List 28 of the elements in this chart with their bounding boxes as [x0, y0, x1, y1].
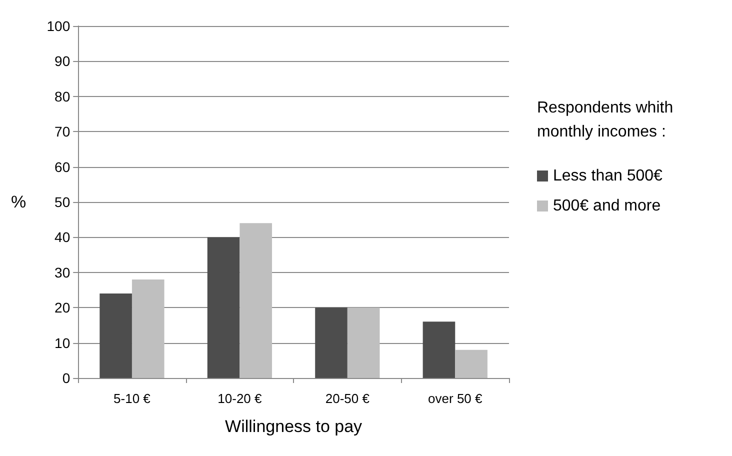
legend-label: 500€ and more [553, 198, 661, 214]
bar [455, 350, 488, 378]
y-tick-label: 30 [54, 264, 70, 280]
x-tick-label: 20-50 € [325, 391, 370, 406]
x-tick-label: 5-10 € [114, 391, 152, 406]
bar [315, 308, 348, 378]
bar [100, 294, 132, 378]
y-tick-label: 100 [46, 18, 70, 34]
bar [422, 322, 456, 378]
x-axis-title: Willingness to pay [225, 417, 363, 436]
bar [240, 223, 272, 378]
bar [347, 308, 380, 378]
y-tick-label: 80 [54, 88, 70, 104]
y-tick-label: 0 [62, 370, 70, 386]
bar [207, 237, 240, 378]
bar [132, 279, 164, 378]
y-tick-label: 70 [54, 124, 70, 140]
x-tick-label: over 50 € [428, 391, 484, 406]
y-tick-label: 60 [54, 158, 70, 175]
y-tick-label: 90 [54, 53, 70, 70]
y-tick-label: 50 [54, 194, 70, 210]
x-tick-label: 10-20 € [218, 391, 263, 406]
y-axis-title: % [10, 192, 26, 212]
legend-title: Respondents whith monthly incomes : [537, 100, 678, 140]
y-tick-label: 40 [54, 229, 70, 246]
y-tick-label: 20 [54, 300, 70, 316]
y-tick-label: 10 [54, 334, 70, 351]
legend-label: Less than 500€ [553, 168, 663, 184]
